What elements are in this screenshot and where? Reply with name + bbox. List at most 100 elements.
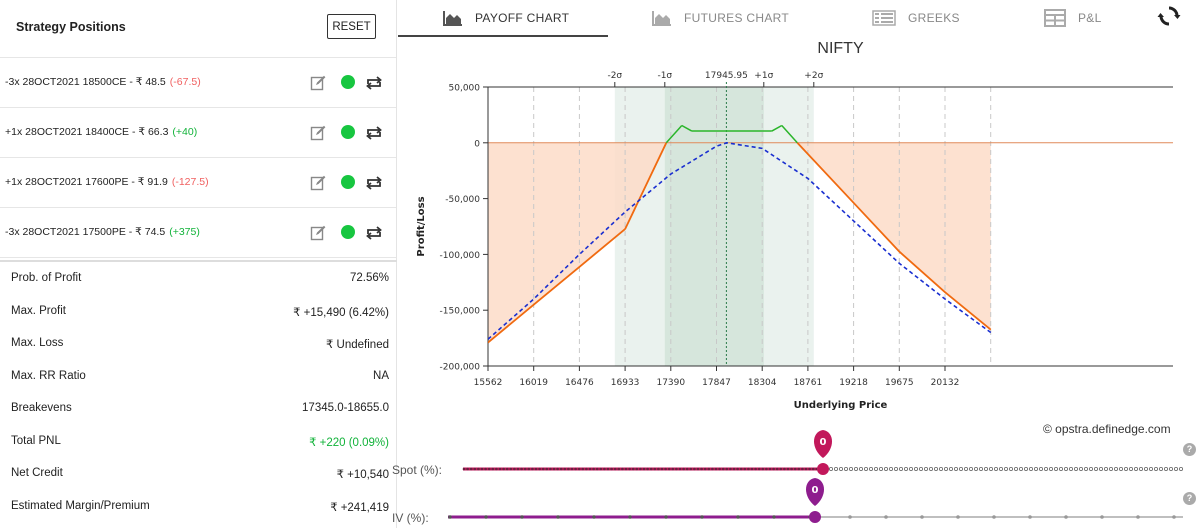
tab-pl[interactable]: P&L xyxy=(1044,0,1102,36)
spot-tick xyxy=(858,467,863,472)
spot-tick xyxy=(664,467,667,471)
spot-tick xyxy=(520,467,523,471)
spot-tick xyxy=(1014,467,1019,472)
spot-tick xyxy=(1154,467,1159,472)
stat-value: 17345.0-18655.0 xyxy=(302,402,389,414)
spot-tick xyxy=(581,467,585,471)
iv-slider-label: IV (%): xyxy=(392,511,429,525)
spot-value-pin xyxy=(814,430,832,458)
table-list-icon xyxy=(872,10,896,26)
spot-slider-label: Spot (%): xyxy=(392,463,443,477)
spot-tick xyxy=(505,467,509,471)
spot-tick xyxy=(1019,467,1024,472)
spot-tick xyxy=(671,467,675,471)
active-status-icon[interactable] xyxy=(341,125,355,139)
spot-label: 17945.95 xyxy=(705,71,748,81)
spot-tick xyxy=(1159,467,1164,472)
spot-tick xyxy=(1084,467,1089,472)
spot-tick xyxy=(888,467,893,472)
target-line xyxy=(488,142,992,340)
spot-tick xyxy=(552,467,556,471)
spot-tick xyxy=(761,467,765,471)
edit-icon[interactable] xyxy=(310,225,326,241)
y-tick-label: -100,000 xyxy=(440,251,481,261)
spot-tick xyxy=(878,467,883,472)
spot-slider-thumb[interactable] xyxy=(817,463,829,475)
tab-greeks[interactable]: GREEKS xyxy=(872,0,960,36)
spot-tick xyxy=(480,467,484,471)
iv-slider-thumb[interactable] xyxy=(809,511,821,523)
x-tick-label: 19218 xyxy=(839,378,868,388)
stat-row: Estimated Margin/Premium ₹ +241,419 xyxy=(0,490,397,523)
edit-icon[interactable] xyxy=(310,75,326,91)
stat-row: Breakevens 17345.0-18655.0 xyxy=(0,392,397,425)
active-status-icon[interactable] xyxy=(341,75,355,89)
spot-tick xyxy=(747,467,750,471)
spot-tick xyxy=(631,467,635,471)
stat-value: ₹ +220 (0.09%) xyxy=(309,436,389,449)
spot-tick xyxy=(649,467,653,471)
iv-value-pin xyxy=(806,478,824,506)
spot-tick xyxy=(1119,467,1124,472)
iv-tick xyxy=(592,515,596,519)
spot-tick xyxy=(617,467,621,471)
reset-button[interactable]: RESET xyxy=(327,14,376,39)
spot-tick xyxy=(1064,467,1069,472)
stat-row: Max. RR Ratio NA xyxy=(0,360,397,393)
spot-tick xyxy=(703,467,707,471)
spot-tick xyxy=(1069,467,1074,472)
sigma-label: -2σ xyxy=(607,71,622,81)
x-tick-label: 16019 xyxy=(519,378,548,388)
spot-help-icon[interactable]: ? xyxy=(1183,443,1196,456)
spot-tick xyxy=(750,467,754,471)
y-axis-label: Profit/Loss xyxy=(416,196,427,256)
spot-tick xyxy=(545,467,549,471)
tab-futures-chart[interactable]: FUTURES CHART xyxy=(652,0,789,36)
spot-tick xyxy=(473,467,477,471)
spot-tick xyxy=(469,467,473,471)
spot-tick xyxy=(531,467,534,471)
swap-icon[interactable] xyxy=(365,224,383,242)
stat-label: Breakevens xyxy=(11,402,72,414)
iv-help-icon[interactable]: ? xyxy=(1183,492,1196,505)
spot-tick xyxy=(621,467,624,471)
spot-tick xyxy=(1134,467,1139,472)
spot-tick xyxy=(969,467,974,472)
spot-tick xyxy=(959,467,964,472)
edit-icon[interactable] xyxy=(310,125,326,141)
strategy-positions-panel: Strategy Positions RESET -3x 28OCT2021 1… xyxy=(0,0,397,528)
spot-tick xyxy=(929,467,934,472)
x-tick-label: 18761 xyxy=(794,378,823,388)
active-status-icon[interactable] xyxy=(341,225,355,239)
spot-tick xyxy=(964,467,969,472)
edit-icon[interactable] xyxy=(310,175,326,191)
iv-tick xyxy=(920,515,924,519)
spot-tick xyxy=(599,467,603,471)
position-change: (-127.5) xyxy=(171,176,209,188)
iv-tick xyxy=(736,515,740,519)
swap-icon[interactable] xyxy=(365,74,383,92)
spot-tick xyxy=(790,467,793,471)
iv-tick xyxy=(1064,515,1068,519)
swap-icon[interactable] xyxy=(365,124,383,142)
spot-tick xyxy=(541,467,545,471)
spot-tick xyxy=(797,467,801,471)
spot-tick xyxy=(786,467,790,471)
spot-tick xyxy=(606,467,610,471)
spot-tick xyxy=(689,467,693,471)
spot-tick xyxy=(954,467,959,472)
spot-tick xyxy=(754,467,757,471)
chart-title: NIFTY xyxy=(817,40,864,57)
swap-icon[interactable] xyxy=(365,174,383,192)
spot-tick xyxy=(908,467,913,472)
spot-tick xyxy=(783,467,786,471)
spot-tick xyxy=(843,467,848,472)
stat-value: ₹ +241,419 xyxy=(330,501,389,514)
stat-row: Max. Profit ₹ +15,490 (6.42%) xyxy=(0,295,397,328)
stat-row: Prob. of Profit 72.56% xyxy=(0,262,397,295)
spot-tick xyxy=(635,467,639,471)
tab-payoff-chart[interactable]: PAYOFF CHART xyxy=(398,0,608,37)
active-status-icon[interactable] xyxy=(341,175,355,189)
x-tick-label: 16933 xyxy=(611,378,640,388)
refresh-icon[interactable] xyxy=(1157,4,1181,28)
